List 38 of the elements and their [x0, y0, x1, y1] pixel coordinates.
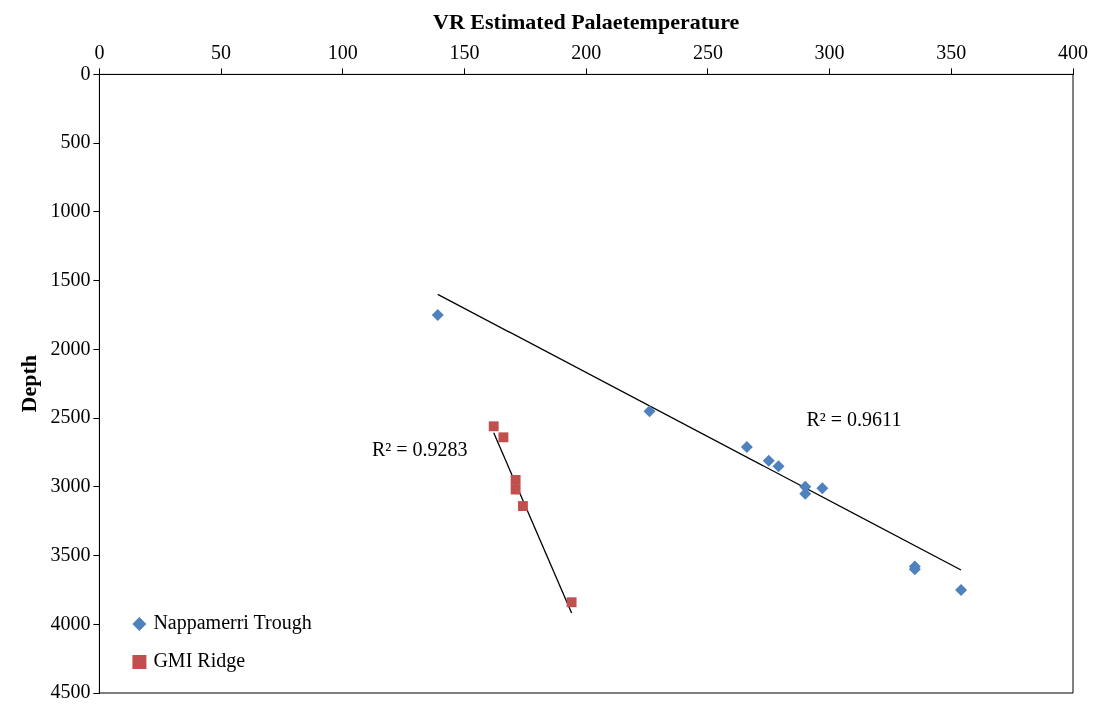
annotation: R² = 0.9611 — [806, 408, 902, 431]
y-tick-label: 3500 — [50, 542, 91, 565]
x-tick-label: 0 — [94, 40, 105, 63]
point — [816, 482, 829, 495]
legend-label: Nappamerri Trough — [153, 611, 312, 635]
point — [643, 405, 656, 418]
point — [955, 583, 968, 596]
x-tick-label: 150 — [449, 40, 480, 63]
y-tick-label: 1000 — [50, 199, 91, 222]
y-axis-title: Depth — [15, 354, 41, 413]
point — [772, 460, 785, 473]
y-tick-label: 0 — [80, 61, 91, 84]
point — [762, 454, 775, 467]
y-tick-label: 3000 — [50, 474, 91, 497]
annotation: R² = 0.9283 — [371, 437, 468, 460]
point — [510, 474, 521, 485]
x-tick-label: 200 — [571, 40, 602, 63]
x-tick-label: 400 — [1058, 40, 1088, 63]
point — [517, 501, 528, 511]
point — [740, 440, 753, 453]
y-tick-label: 2000 — [50, 336, 91, 359]
point — [566, 597, 577, 608]
x-axis-title: VR Estimated Palaetemperature — [433, 8, 740, 34]
y-tick-label: 1500 — [50, 267, 91, 290]
point — [431, 308, 444, 321]
legend-label: GMI Ridge — [153, 649, 246, 673]
point — [488, 421, 499, 432]
point — [498, 432, 509, 443]
y-tick-label: 500 — [60, 130, 91, 153]
y-tick-label: 4000 — [50, 611, 91, 634]
x-tick-label: 250 — [692, 40, 723, 63]
y-tick-label: 4500 — [50, 680, 91, 703]
x-tick-label: 100 — [327, 40, 358, 63]
point — [510, 484, 521, 495]
y-tick-label: 2500 — [50, 405, 91, 428]
x-tick-label: 50 — [211, 40, 232, 63]
x-tick-label: 350 — [936, 40, 967, 63]
x-tick-label: 300 — [814, 40, 845, 63]
